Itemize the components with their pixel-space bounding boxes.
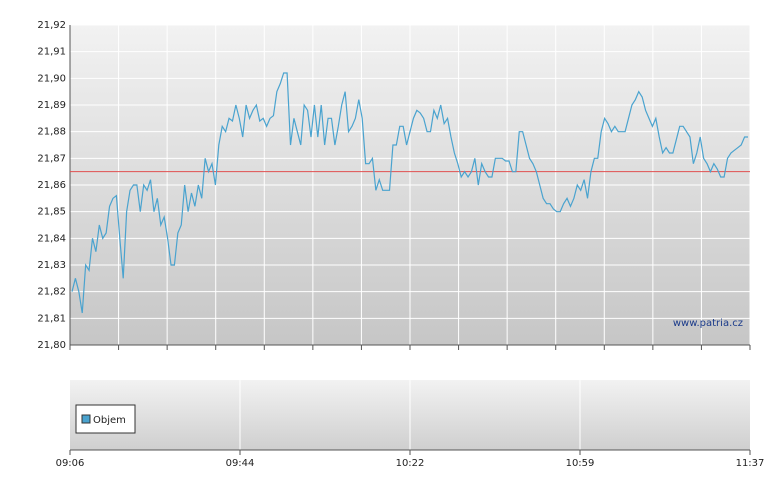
x-tick-label: 11:37 bbox=[736, 458, 765, 469]
y-tick-label: 21,90 bbox=[37, 73, 66, 84]
y-tick-label: 21,84 bbox=[37, 233, 66, 244]
y-tick-label: 21,87 bbox=[37, 153, 66, 164]
y-tick-label: 21,88 bbox=[37, 127, 66, 138]
y-tick-label: 21,91 bbox=[37, 47, 66, 58]
y-tick-label: 21,92 bbox=[37, 20, 66, 31]
y-tick-label: 21,83 bbox=[37, 260, 66, 271]
legend-label: Objem bbox=[93, 415, 126, 426]
price-line bbox=[71, 72, 748, 314]
y-tick-label: 21,86 bbox=[37, 180, 66, 191]
x-tick-label: 09:06 bbox=[56, 458, 85, 469]
legend-swatch bbox=[81, 414, 91, 424]
x-tick-label: 10:59 bbox=[566, 458, 595, 469]
watermark: www.patria.cz bbox=[673, 318, 743, 329]
x-tick-label: 10:22 bbox=[396, 458, 425, 469]
y-tick-label: 21,89 bbox=[37, 100, 66, 111]
y-tick-label: 21,80 bbox=[37, 340, 66, 351]
x-tick-label: 09:44 bbox=[226, 458, 255, 469]
y-tick-label: 21,82 bbox=[37, 287, 66, 298]
y-tick-label: 21,85 bbox=[37, 207, 66, 218]
y-tick-label: 21,81 bbox=[37, 313, 66, 324]
